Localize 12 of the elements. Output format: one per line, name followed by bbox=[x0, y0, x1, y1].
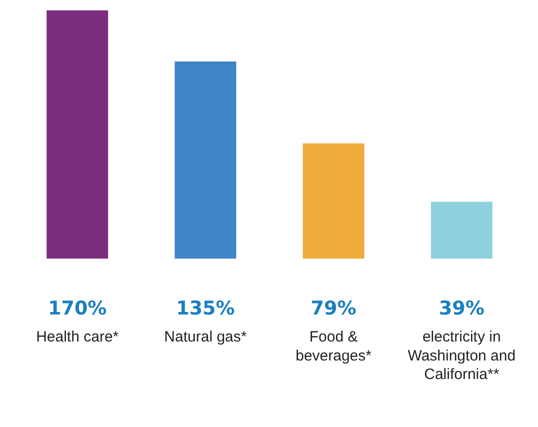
data-label: 170% bbox=[48, 298, 107, 320]
bar bbox=[430, 202, 492, 259]
bar bbox=[174, 62, 236, 259]
x-tick-label: electricity in Washington and California** bbox=[408, 328, 516, 384]
data-label: 39% bbox=[438, 298, 484, 320]
x-tick-label: Food & beverages* bbox=[296, 328, 372, 364]
bar bbox=[302, 143, 364, 259]
x-tick-label: Natural gas* bbox=[164, 328, 247, 346]
data-label: 135% bbox=[176, 298, 235, 320]
bar bbox=[46, 10, 108, 259]
data-label: 79% bbox=[310, 298, 356, 320]
x-tick-label: Health care* bbox=[36, 328, 119, 346]
